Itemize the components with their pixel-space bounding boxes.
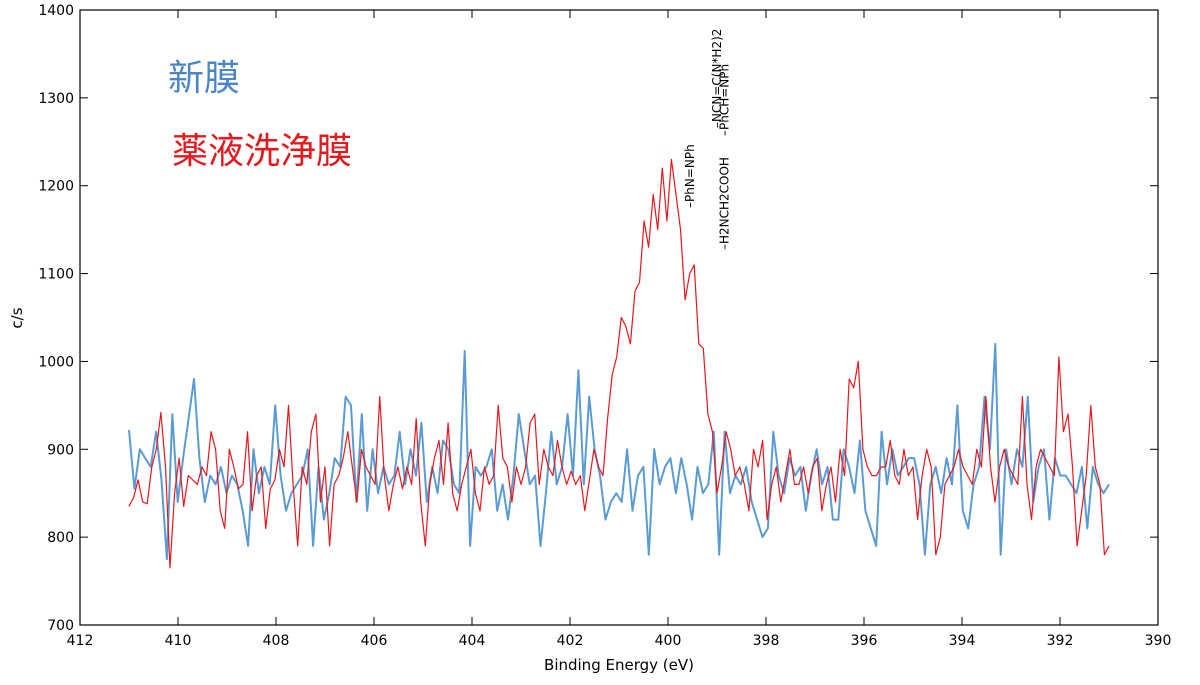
x-tick-label: 402 <box>557 633 584 649</box>
x-tick-label: 396 <box>851 633 878 649</box>
x-tick-label: 412 <box>67 633 94 649</box>
y-tick-label: 800 <box>47 530 74 546</box>
x-tick-label: 390 <box>1145 633 1172 649</box>
peak-annotations: –PhN=NPh –NCN=C(N*H2)2–PhCH=NPh –H2NCH2COO… <box>683 29 732 250</box>
y-tick-label: 1000 <box>38 354 74 370</box>
x-tick-label: 408 <box>263 633 290 649</box>
series-line-new-membrane <box>128 342 1110 561</box>
y-axis-ticks: 700 800 900 1000 1100 1200 1300 1400 <box>38 3 1158 634</box>
x-tick-label: 394 <box>949 633 976 649</box>
x-tick-label: 398 <box>753 633 780 649</box>
x-tick-label: 392 <box>1047 633 1074 649</box>
x-axis-label: Binding Energy (eV) <box>544 656 694 674</box>
x-tick-label: 400 <box>655 633 682 649</box>
y-tick-label: 1300 <box>38 91 74 107</box>
y-tick-label: 900 <box>47 442 74 458</box>
y-axis-label: c/s <box>8 307 26 328</box>
plot-frame <box>79 9 1159 626</box>
series-line-washed-membrane <box>128 158 1110 569</box>
x-tick-label: 410 <box>165 633 192 649</box>
y-tick-label: 1100 <box>38 267 74 283</box>
y-tick-label: 700 <box>47 618 74 634</box>
x-axis-ticks: 412 410 408 406 404 402 400 398 396 394 392 390 <box>67 10 1172 649</box>
peak-annotation-label: –PhN=NPh <box>683 144 697 208</box>
peak-annotation-label: –NCN=C(N*H2)2 <box>710 29 724 128</box>
peak-annotation-label: –PhCH=NPh <box>718 64 732 136</box>
peak-annotation-label: –H2NCH2COOH <box>718 157 732 250</box>
y-tick-label: 1400 <box>38 3 74 19</box>
x-tick-label: 406 <box>361 633 388 649</box>
y-tick-label: 1200 <box>38 179 74 195</box>
legend-new-membrane: 新膜 <box>168 58 240 99</box>
series-layer <box>128 158 1110 569</box>
x-tick-label: 404 <box>459 633 486 649</box>
legend-chemical-washed-membrane: 薬液洗浄膜 <box>172 131 352 172</box>
